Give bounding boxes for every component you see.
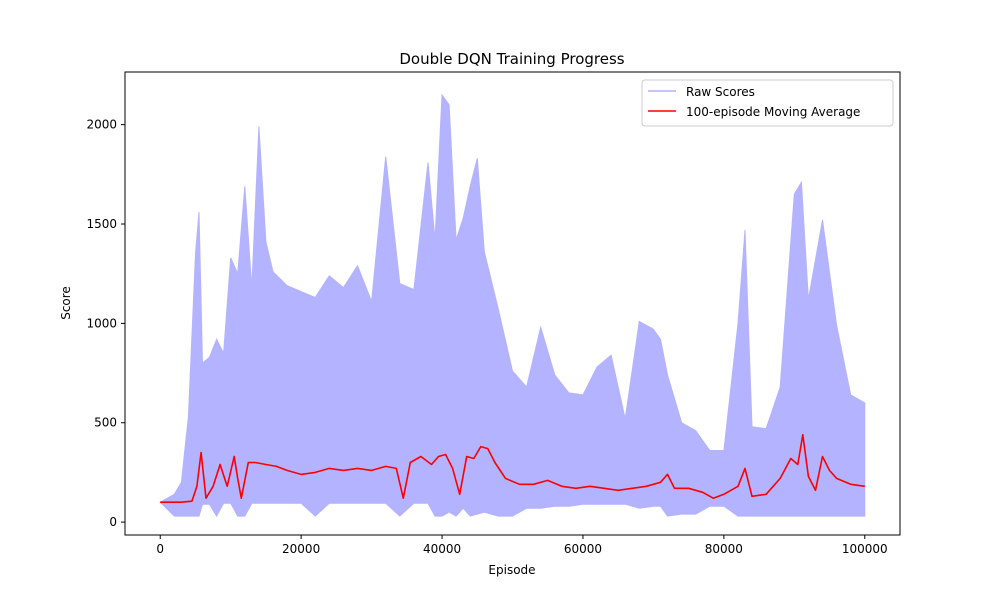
chart-title: Double DQN Training Progress	[399, 50, 624, 68]
y-tick-label: 2000	[86, 118, 117, 132]
x-tick-label: 80000	[705, 542, 743, 556]
x-tick-label: 40000	[423, 542, 461, 556]
moving-average-series	[160, 433, 865, 504]
x-axis: 0 20000 40000 60000 80000 100000	[156, 535, 888, 556]
x-tick-label: 20000	[282, 542, 320, 556]
x-tick-label: 60000	[564, 542, 602, 556]
y-tick-label: 1000	[86, 316, 117, 330]
x-tick-label: 100000	[842, 542, 888, 556]
y-axis: 0 500 1000 1500 2000	[86, 118, 125, 529]
y-tick-label: 1500	[86, 217, 117, 231]
y-tick-label: 0	[109, 515, 117, 529]
x-tick-label: 0	[156, 542, 164, 556]
y-axis-label: Score	[59, 286, 73, 320]
plot-area	[124, 71, 901, 536]
legend-box	[641, 79, 894, 127]
legend: Raw Scores 100-episode Moving Average	[641, 79, 894, 127]
y-tick-label: 500	[94, 416, 117, 430]
x-axis-label: Episode	[488, 563, 535, 577]
raw-scores-series	[159, 93, 866, 518]
legend-avg-label: 100-episode Moving Average	[686, 105, 860, 119]
plot-frame	[124, 71, 901, 536]
legend-raw-label: Raw Scores	[686, 85, 755, 99]
